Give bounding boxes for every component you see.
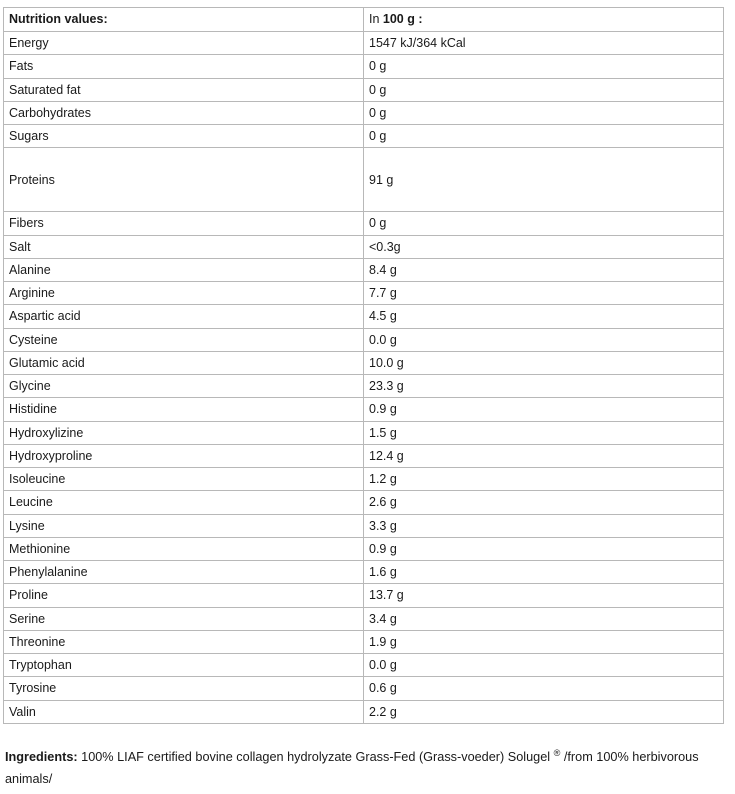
nutrient-label-cell: Glycine	[3, 373, 364, 399]
table-row: Hydroxyproline 12.4 g	[3, 443, 724, 469]
nutrient-value-cell: 0.0 g	[363, 652, 724, 678]
header-value-prefix: In	[369, 12, 383, 27]
header-value-amount: 100 g :	[382, 12, 423, 27]
nutrient-value-cell: <0.3g	[363, 234, 724, 259]
nutrient-value-cell: 0 g	[363, 77, 724, 102]
table-row: Fibers 0 g	[3, 211, 724, 236]
nutrient-value-cell: 3.3 g	[363, 513, 724, 538]
nutrient-label-cell: Fats	[3, 54, 364, 79]
nutrient-value-cell: 0 g	[363, 100, 724, 126]
table-row: Methionine 0.9 g	[3, 536, 724, 562]
nutrient-label-cell: Leucine	[3, 490, 364, 515]
table-header-row: Nutrition values: In 100 g :	[3, 7, 724, 32]
nutrient-value-cell: 2.6 g	[363, 490, 724, 515]
nutrient-label-cell: Tyrosine	[3, 676, 364, 701]
nutrient-label-cell: Threonine	[3, 629, 364, 655]
nutrient-label-cell: Glutamic acid	[3, 350, 364, 376]
nutrient-label-cell: Histidine	[3, 397, 364, 422]
nutrient-value-cell: 0.9 g	[363, 397, 724, 422]
nutrient-label-cell: Aspartic acid	[3, 304, 364, 329]
table-row: Valin 2.2 g	[3, 699, 724, 724]
nutrient-label-cell: Valin	[3, 699, 364, 724]
nutrient-value-cell: 0.9 g	[363, 536, 724, 562]
header-cell-value: In 100 g :	[363, 7, 724, 32]
nutrient-value-cell: 1.6 g	[363, 559, 724, 585]
table-row: Isoleucine 1.2 g	[3, 466, 724, 492]
nutrient-label-cell: Cysteine	[3, 327, 364, 352]
nutrient-label-cell: Methionine	[3, 536, 364, 562]
table-row: Serine 3.4 g	[3, 606, 724, 631]
nutrient-value-cell: 0 g	[363, 54, 724, 79]
nutrient-value-cell: 91 g	[363, 147, 724, 213]
nutrient-label-cell: Isoleucine	[3, 466, 364, 492]
nutrient-label-cell: Saturated fat	[3, 77, 364, 102]
table-row: Carbohydrates 0 g	[3, 100, 724, 126]
nutrient-label-cell: Lysine	[3, 513, 364, 538]
ingredients-label: Ingredients:	[5, 749, 78, 764]
nutrient-value-cell: 2.2 g	[363, 699, 724, 724]
nutrient-value-cell: 1.5 g	[363, 420, 724, 445]
nutrient-label-cell: Proteins	[3, 147, 364, 213]
table-row: Proteins 91 g	[3, 147, 724, 213]
nutrient-label-cell: Sugars	[3, 123, 364, 149]
nutrient-value-cell: 12.4 g	[363, 443, 724, 469]
header-cell-label: Nutrition values:	[3, 7, 364, 32]
nutrient-value-cell: 3.4 g	[363, 606, 724, 631]
table-row: Alanine 8.4 g	[3, 257, 724, 283]
nutrient-label-cell: Salt	[3, 234, 364, 259]
nutrient-label-cell: Proline	[3, 583, 364, 608]
nutrient-value-cell: 0.6 g	[363, 676, 724, 701]
header-label-text: Nutrition values:	[9, 12, 108, 27]
table-row: Aspartic acid 4.5 g	[3, 304, 724, 329]
registered-trademark-icon: ®	[553, 747, 561, 758]
ingredients-text-before: 100% LIAF certified bovine collagen hydr…	[81, 749, 554, 764]
table-row: Threonine 1.9 g	[3, 629, 724, 655]
nutrient-label-cell: Hydroxylizine	[3, 420, 364, 445]
table-row: Phenylalanine 1.6 g	[3, 559, 724, 585]
table-row: Energy 1547 kJ/364 kCal	[3, 30, 724, 56]
nutrient-value-cell: 0 g	[363, 123, 724, 149]
nutrient-value-cell: 0.0 g	[363, 327, 724, 352]
nutrition-table-body: Nutrition values: In 100 g : Energy 1547 …	[3, 7, 724, 724]
nutrient-value-cell: 10.0 g	[363, 350, 724, 376]
nutrient-label-cell: Arginine	[3, 280, 364, 306]
nutrient-label-cell: Serine	[3, 606, 364, 631]
nutrient-value-cell: 7.7 g	[363, 280, 724, 306]
nutrient-label-cell: Hydroxyproline	[3, 443, 364, 469]
nutrient-value-cell: 13.7 g	[363, 583, 724, 608]
nutrient-label-cell: Energy	[3, 30, 364, 56]
nutrient-value-cell: 1547 kJ/364 kCal	[363, 30, 724, 56]
table-row: Proline 13.7 g	[3, 583, 724, 608]
table-row: Histidine 0.9 g	[3, 397, 724, 422]
nutrient-value-cell: 0 g	[363, 211, 724, 236]
table-row: Hydroxylizine 1.5 g	[3, 420, 724, 445]
table-row: Saturated fat 0 g	[3, 77, 724, 102]
nutrient-value-cell: 4.5 g	[363, 304, 724, 329]
nutrient-label-cell: Fibers	[3, 211, 364, 236]
table-row: Lysine 3.3 g	[3, 513, 724, 538]
table-row: Cysteine 0.0 g	[3, 327, 724, 352]
nutrient-label-cell: Tryptophan	[3, 652, 364, 678]
nutrient-value-cell: 8.4 g	[363, 257, 724, 283]
nutrition-table: Nutrition values: In 100 g : Energy 1547 …	[3, 7, 724, 724]
table-row: Sugars 0 g	[3, 123, 724, 149]
table-row: Tryptophan 0.0 g	[3, 652, 724, 678]
ingredients-text-after: /from 100% herbivorous animals/	[5, 749, 699, 786]
table-row: Tyrosine 0.6 g	[3, 676, 724, 701]
table-row: Leucine 2.6 g	[3, 490, 724, 515]
table-row: Fats 0 g	[3, 54, 724, 79]
nutrient-label-cell: Carbohydrates	[3, 100, 364, 126]
nutrient-label-cell: Phenylalanine	[3, 559, 364, 585]
table-row: Glutamic acid 10.0 g	[3, 350, 724, 376]
nutrient-value-cell: 23.3 g	[363, 373, 724, 399]
table-row: Salt <0.3g	[3, 234, 724, 259]
ingredients-section: Ingredients: 100% LIAF certified bovine …	[3, 746, 723, 790]
table-row: Glycine 23.3 g	[3, 373, 724, 399]
nutrient-value-cell: 1.2 g	[363, 466, 724, 492]
nutrient-value-cell: 1.9 g	[363, 629, 724, 655]
nutrient-label-cell: Alanine	[3, 257, 364, 283]
table-row: Arginine 7.7 g	[3, 280, 724, 306]
